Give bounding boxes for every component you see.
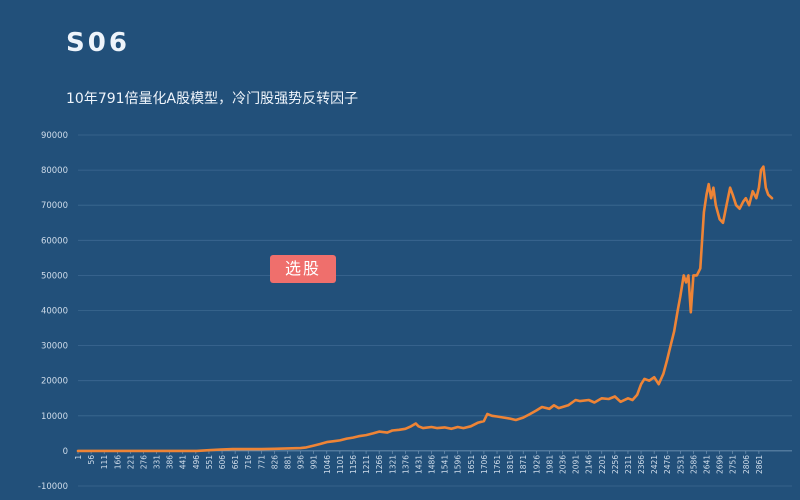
- x-tick-label: 2421: [650, 455, 659, 474]
- stock-selection-badge: 选股: [270, 255, 336, 283]
- x-tick-label: 2861: [755, 455, 764, 474]
- x-tick-label: 496: [192, 455, 201, 470]
- y-axis-ticks: -10000 0 10000 20000 30000 40000 50000 60000 700…: [38, 131, 68, 492]
- x-tick-label: 1211: [362, 455, 371, 474]
- y-tick-label: 30000: [41, 342, 68, 352]
- x-tick-label: 1541: [441, 455, 450, 474]
- x-tick-label: 1431: [414, 455, 423, 474]
- x-tick-label: 2201: [598, 455, 607, 474]
- x-tick-label: 441: [179, 455, 188, 470]
- x-tick-label: 551: [205, 455, 214, 470]
- x-tick-label: 1321: [388, 455, 397, 474]
- x-tick-label: 936: [297, 455, 306, 470]
- x-tick-label: 991: [310, 455, 319, 470]
- x-tick-label: 1596: [454, 455, 463, 474]
- y-tick-label: 40000: [41, 307, 68, 317]
- y-tick-label: -10000: [38, 482, 68, 492]
- x-tick-label: 1981: [545, 455, 554, 474]
- x-tick-label: 1871: [519, 455, 528, 474]
- x-tick-label: 2476: [663, 455, 672, 474]
- x-tick-label: 606: [218, 455, 227, 470]
- x-tick-label: 166: [113, 455, 122, 470]
- y-tick-label: 80000: [41, 166, 68, 176]
- x-tick-label: 1376: [401, 455, 410, 474]
- y-tick-label: 0: [63, 447, 68, 457]
- x-tick-label: 716: [244, 455, 253, 470]
- x-tick-label: 386: [166, 455, 175, 470]
- x-tick-label: 2256: [611, 455, 620, 474]
- x-tick-label: 2586: [689, 455, 698, 474]
- x-tick-label: 221: [126, 455, 135, 470]
- series-layer: [76, 165, 774, 453]
- x-tick-label: 1046: [323, 455, 332, 474]
- series-line-0: [76, 165, 774, 453]
- chart-subtitle: 10年791倍量化A股模型，冷门股强势反转因子: [66, 91, 359, 107]
- x-tick-label: 2806: [742, 455, 751, 474]
- x-tick-label: 1156: [349, 455, 358, 474]
- x-tick-label: 276: [139, 455, 148, 470]
- x-tick-label: 111: [100, 455, 109, 470]
- x-tick-label: 2696: [716, 455, 725, 474]
- y-tick-label: 70000: [41, 201, 68, 211]
- y-tick-label: 20000: [41, 377, 68, 387]
- x-tick-label: 1486: [428, 455, 437, 474]
- grid-lines: [78, 134, 792, 487]
- x-tick-label: 661: [231, 455, 240, 470]
- x-tick-label: 2366: [637, 455, 646, 474]
- x-tick-label: 2531: [676, 455, 685, 474]
- x-tick-label: 331: [153, 455, 162, 470]
- x-tick-label: 1761: [493, 455, 502, 474]
- y-tick-label: 50000: [41, 271, 68, 281]
- x-tick-label: 2641: [703, 455, 712, 474]
- x-tick-label: 2146: [585, 455, 594, 474]
- x-tick-label: 2036: [558, 455, 567, 474]
- x-tick-label: 1: [74, 455, 83, 460]
- x-tick-label: 826: [270, 455, 279, 470]
- x-tick-label: 1101: [336, 455, 345, 474]
- x-tick-label: 1926: [532, 455, 541, 474]
- x-tick-label: 881: [284, 455, 293, 470]
- x-tick-label: 1266: [375, 455, 384, 474]
- x-tick-label: 1651: [467, 455, 476, 474]
- x-tick-label: 771: [257, 455, 266, 470]
- y-tick-label: 90000: [41, 131, 68, 141]
- x-tick-label: 1816: [506, 455, 515, 474]
- chart-title: S06: [66, 28, 130, 58]
- x-tick-label: 56: [87, 455, 96, 465]
- y-tick-label: 10000: [41, 412, 68, 422]
- x-axis-ticks: 1 56 111 166 221 276 331 386 441 496 551 606 661 716 7…: [74, 450, 764, 474]
- x-tick-label: 1706: [480, 455, 489, 474]
- x-tick-label: 2311: [624, 455, 633, 474]
- x-tick-label: 2091: [572, 455, 581, 474]
- x-tick-label: 2751: [729, 455, 738, 474]
- y-tick-label: 60000: [41, 236, 68, 246]
